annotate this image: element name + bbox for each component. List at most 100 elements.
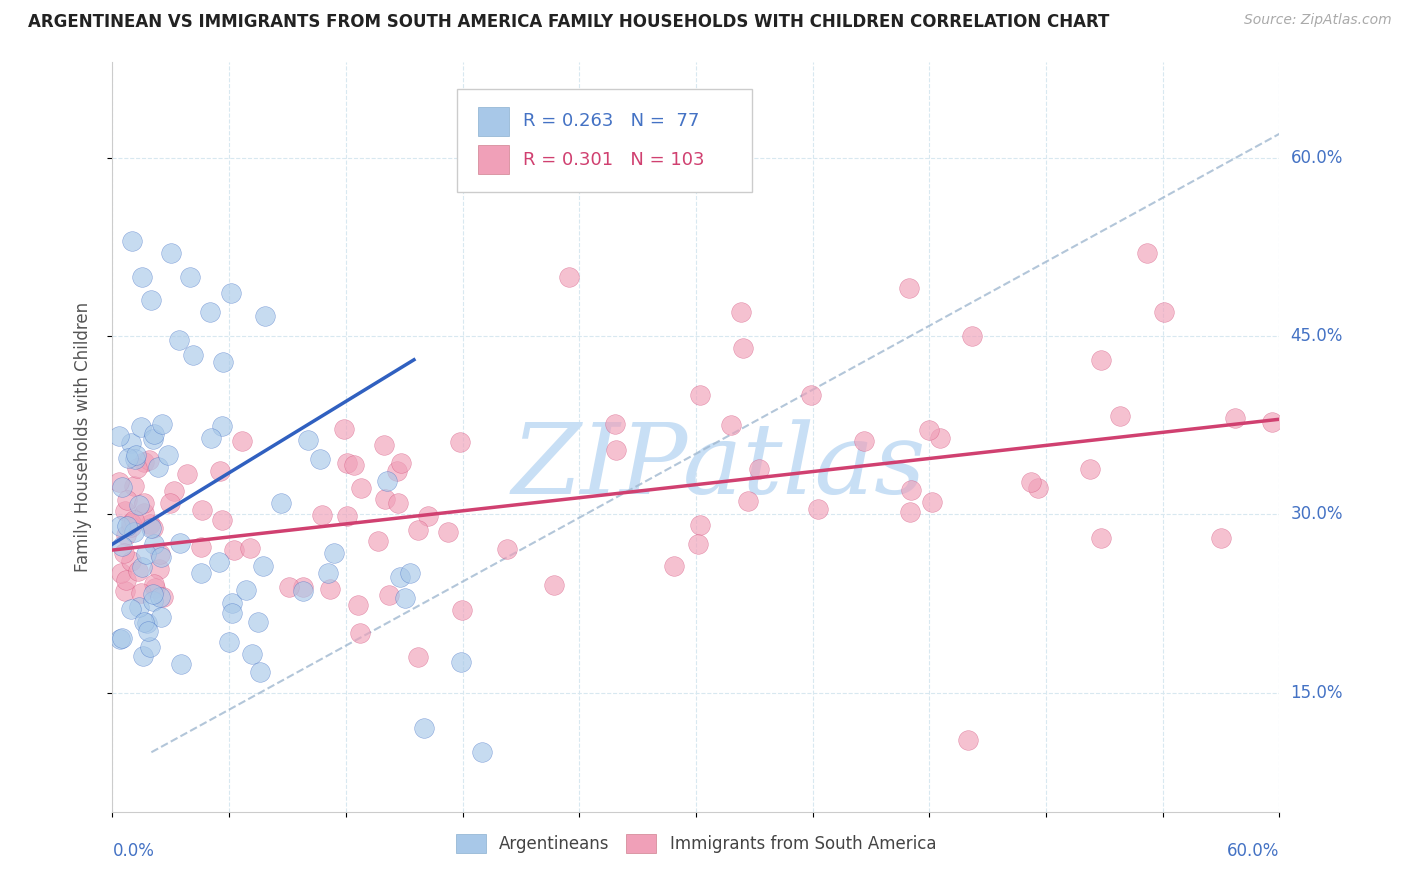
Point [208, 464, 231, 478]
Legend: Argentineans, Immigrants from South America: Argentineans, Immigrants from South Amer… [449, 827, 943, 860]
Point [387, 496, 409, 510]
Point [336, 456, 359, 470]
Point [1209, 531, 1232, 545]
Point [145, 582, 167, 596]
Y-axis label: Family Households with Children: Family Households with Children [73, 302, 91, 572]
Point [807, 501, 830, 516]
Point [1078, 461, 1101, 475]
Point [146, 459, 169, 474]
Point [900, 483, 922, 497]
Point [120, 601, 142, 615]
Point [270, 495, 292, 509]
Point [114, 584, 136, 599]
Point [346, 598, 368, 612]
Point [156, 448, 179, 462]
Point [249, 665, 271, 680]
Point [374, 492, 396, 507]
Point [291, 581, 314, 595]
Point [132, 455, 155, 469]
Text: 45.0%: 45.0% [1291, 327, 1343, 345]
Point [318, 566, 340, 581]
Point [389, 456, 412, 470]
Point [1090, 531, 1112, 545]
Point [689, 388, 711, 402]
Point [367, 534, 389, 549]
Point [127, 564, 149, 578]
Text: ZIPatlas: ZIPatlas [512, 419, 927, 515]
Point [957, 733, 980, 747]
Point [136, 615, 159, 630]
Point [319, 582, 342, 596]
Point [412, 722, 434, 736]
Point [132, 615, 155, 629]
Point [159, 496, 181, 510]
Point [124, 451, 146, 466]
Point [960, 329, 983, 343]
Point [120, 516, 142, 531]
Point [449, 435, 471, 450]
Point [218, 635, 240, 649]
Point [221, 596, 243, 610]
Point [377, 474, 399, 488]
Point [311, 508, 333, 522]
Point [198, 305, 221, 319]
Point [333, 422, 356, 436]
Point [235, 583, 257, 598]
Point [689, 518, 711, 533]
Text: 15.0%: 15.0% [1291, 684, 1343, 702]
Point [921, 494, 943, 508]
Point [125, 461, 148, 475]
Point [169, 536, 191, 550]
Point [737, 493, 759, 508]
Point [254, 309, 277, 323]
Point [142, 594, 165, 608]
Point [918, 423, 941, 437]
Point [107, 429, 129, 443]
Point [208, 555, 231, 569]
Point [149, 610, 172, 624]
Point [117, 450, 139, 465]
Point [138, 517, 160, 532]
Point [134, 496, 156, 510]
Point [176, 467, 198, 481]
Point [132, 506, 155, 520]
Point [122, 513, 145, 527]
Point [111, 480, 134, 494]
Point [139, 640, 162, 655]
Text: R = 0.263   N =  77: R = 0.263 N = 77 [523, 112, 699, 130]
Point [1223, 410, 1246, 425]
Text: R = 0.301   N = 103: R = 0.301 N = 103 [523, 151, 704, 169]
Point [1026, 481, 1049, 495]
Point [349, 626, 371, 640]
Point [897, 281, 920, 295]
Point [800, 388, 823, 402]
Point [167, 333, 190, 347]
Point [111, 539, 134, 553]
Point [292, 583, 315, 598]
Text: 60.0%: 60.0% [1291, 149, 1343, 167]
Point [120, 554, 142, 568]
Point [211, 418, 233, 433]
Point [1109, 409, 1132, 423]
Point [378, 589, 401, 603]
Point [148, 562, 170, 576]
Point [190, 503, 212, 517]
Text: Source: ZipAtlas.com: Source: ZipAtlas.com [1244, 13, 1392, 28]
Point [112, 546, 135, 560]
Point [221, 606, 243, 620]
Point [720, 418, 742, 433]
Text: 30.0%: 30.0% [1291, 506, 1343, 524]
Point [131, 269, 153, 284]
Point [129, 419, 152, 434]
Point [124, 525, 146, 540]
Point [179, 269, 201, 284]
Point [373, 438, 395, 452]
Point [1136, 245, 1159, 260]
Point [471, 745, 494, 759]
Point [125, 448, 148, 462]
Point [686, 537, 709, 551]
Point [928, 431, 950, 445]
Point [149, 547, 172, 561]
Point [135, 547, 157, 561]
Point [124, 478, 146, 492]
